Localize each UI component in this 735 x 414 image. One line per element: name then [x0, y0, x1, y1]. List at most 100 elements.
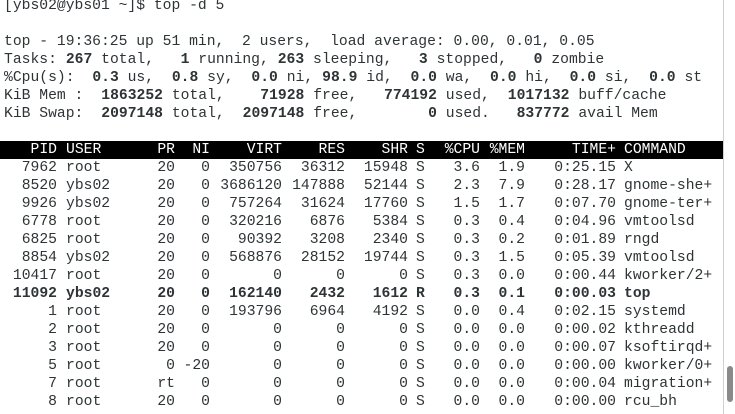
table-cell: root: [66, 322, 102, 338]
table-cell: 757264: [229, 196, 282, 212]
table-cell: 0.0: [453, 394, 480, 410]
column-header: VIRT: [246, 142, 282, 158]
table-cell: 0.4: [498, 214, 525, 230]
table-cell: S: [416, 394, 425, 410]
table-cell: 0: [273, 322, 282, 338]
table-cell: 0: [399, 394, 408, 410]
table-cell: 0: [201, 376, 210, 392]
table-cell: 0: [273, 376, 282, 392]
table-cell: 0: [201, 232, 210, 248]
table-cell: 11092: [12, 286, 57, 302]
table-cell: 1: [48, 304, 57, 320]
table-cell: 1.5: [453, 196, 480, 212]
summary-unit: buff/cache: [578, 88, 667, 104]
table-cell: 9926: [21, 196, 57, 212]
column-header: TIME+: [571, 142, 616, 158]
table-cell: 0: [201, 250, 210, 266]
summary-unit: used.: [445, 106, 490, 122]
table-cell: 0.0: [453, 376, 480, 392]
table-cell: root: [66, 376, 102, 392]
summary-value: 1: [180, 52, 190, 68]
table-cell: 0: [336, 358, 345, 374]
table-cell: rt: [157, 376, 175, 392]
table-cell: 5384: [372, 214, 408, 230]
summary-unit: ni,: [286, 70, 314, 86]
scrollbar-thumb[interactable]: [727, 366, 733, 402]
table-cell: 3: [48, 340, 57, 356]
column-header: RES: [318, 142, 345, 158]
table-cell: 2340: [372, 232, 408, 248]
summary-value: 0.0: [649, 70, 676, 86]
summary-label: KiB Mem :: [4, 88, 84, 104]
summary-value: 267: [65, 52, 93, 68]
table-cell: 0.0: [453, 340, 480, 356]
summary-value: 71928: [260, 88, 305, 104]
uptime-line: top - 19:36:25 up 51 min, 2 users, load …: [4, 34, 595, 50]
summary-unit: id,: [366, 70, 393, 86]
table-cell: 0: [273, 268, 282, 284]
summary-unit: avail Mem: [578, 106, 658, 122]
table-cell: 17760: [363, 196, 408, 212]
table-cell: 0.0: [453, 304, 480, 320]
table-cell: kworker/2+: [624, 268, 713, 284]
table-cell: S: [416, 250, 425, 266]
table-cell: S: [416, 160, 425, 176]
table-cell: 0:01.89: [554, 232, 616, 248]
summary-unit: running,: [198, 52, 269, 68]
summary-value: 0.0: [569, 70, 597, 86]
summary-label: %Cpu(s):: [4, 70, 75, 86]
summary-value: 263: [277, 52, 305, 68]
table-cell: 3.6: [453, 160, 480, 176]
table-cell: 0: [399, 268, 408, 284]
table-cell: 0: [399, 340, 408, 356]
table-cell: 2.3: [453, 178, 480, 194]
table-cell: 20: [157, 340, 175, 356]
table-cell: 0: [399, 358, 408, 374]
summary-value: 0.0: [490, 70, 517, 86]
summary-unit: hi,: [525, 70, 552, 86]
table-cell: 568876: [229, 250, 282, 266]
table-cell: S: [416, 268, 425, 284]
table-cell: 0:00.00: [554, 358, 616, 374]
table-cell: 7962: [21, 160, 57, 176]
table-cell: migration+: [624, 376, 713, 392]
summary-line: %Cpu(s): 0.3 us, 0.8 sy, 0.0 ni, 98.9 id, 0.0 wa, 0…: [4, 69, 702, 87]
table-header-bar: [0, 141, 723, 159]
table-cell: rcu_bh: [624, 394, 677, 410]
table-cell: 20: [157, 250, 175, 266]
table-cell: 0: [273, 358, 282, 374]
table-cell: ybs02: [66, 286, 111, 302]
table-cell: 147888: [292, 178, 345, 194]
table-cell: 20: [157, 286, 175, 302]
summary-line: KiB Swap: 2097148 total, 2097148 free, 0 used.…: [4, 105, 658, 123]
table-cell: 0:04.96: [554, 214, 616, 230]
table-cell: 20: [157, 394, 175, 410]
column-header: COMMAND: [624, 142, 686, 158]
summary-value: 3: [418, 52, 428, 68]
table-cell: ksoftirqd+: [624, 340, 713, 356]
summary-value: 0.0: [410, 70, 437, 86]
table-cell: 0:00.44: [554, 268, 616, 284]
table-cell: kthreadd: [624, 322, 695, 338]
table-cell: vmtoolsd: [624, 214, 695, 230]
table-cell: root: [66, 304, 102, 320]
table-cell: 6876: [309, 214, 345, 230]
table-cell: 1612: [372, 286, 408, 302]
table-cell: 90392: [237, 232, 282, 248]
table-cell: rngd: [624, 232, 660, 248]
summary-value: 0.0: [251, 70, 278, 86]
table-cell: 0: [201, 394, 210, 410]
table-cell: 0: [201, 286, 210, 302]
table-cell: root: [66, 232, 102, 248]
table-cell: 0:05.39: [554, 250, 616, 266]
table-cell: 0.3: [453, 286, 480, 302]
summary-unit: total,: [101, 52, 155, 68]
table-cell: 0: [336, 376, 345, 392]
table-cell: 0:00.02: [554, 322, 616, 338]
summary-line: KiB Mem : 1863252 total, 71928 free, 774192 us…: [4, 87, 666, 105]
table-cell: 2432: [309, 286, 345, 302]
table-cell: 2: [48, 322, 57, 338]
table-cell: 28152: [300, 250, 345, 266]
table-cell: 0.0: [498, 340, 525, 356]
table-cell: 1.9: [498, 160, 525, 176]
